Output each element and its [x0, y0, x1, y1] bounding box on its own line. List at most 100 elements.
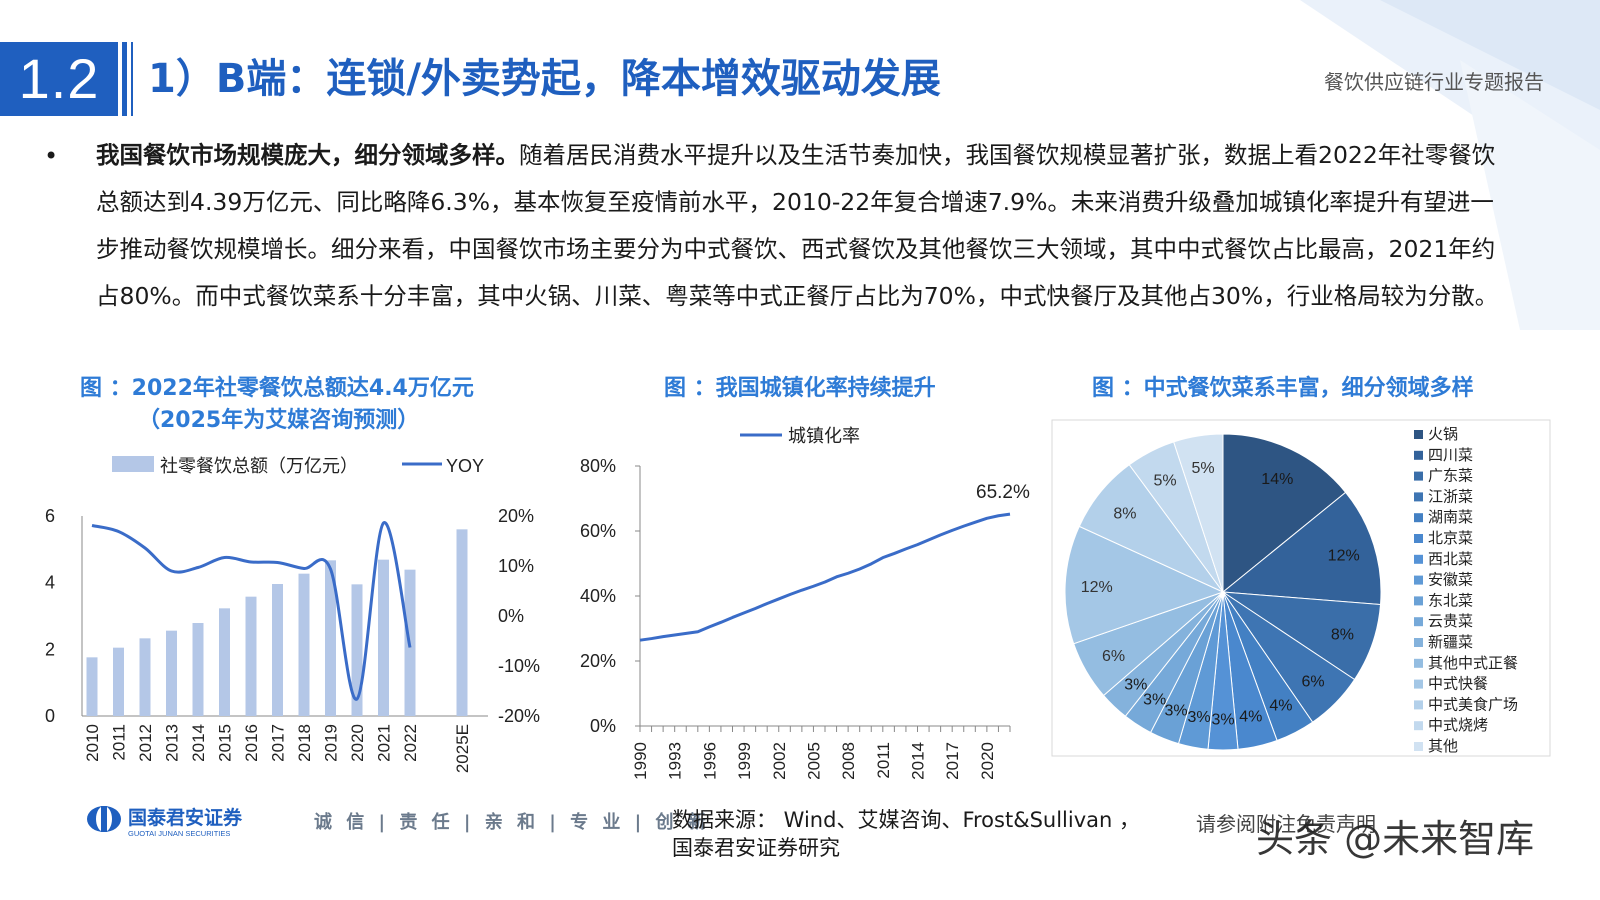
x-tick-label: 2014: [189, 724, 208, 762]
x-tick-label: 2015: [216, 724, 235, 762]
bar: [139, 638, 151, 716]
data-source-line2: 国泰君安证券研究: [672, 836, 840, 860]
legend-swatch: [1414, 638, 1423, 647]
company-slogan: 诚 信 | 责 任 | 亲 和 | 专 业 | 创 新: [314, 812, 710, 833]
report-name: 餐饮供应链行业专题报告: [1324, 70, 1544, 94]
y-tick-label: 0%: [590, 716, 616, 736]
bar: [219, 608, 230, 716]
legend-swatch: [1414, 471, 1423, 481]
pie-data-label: 12%: [1081, 579, 1113, 596]
y-tick-left: 4: [45, 573, 55, 593]
pie-data-label: 12%: [1328, 547, 1360, 564]
y-tick-left: 2: [45, 639, 55, 659]
y-tick-right: 20%: [498, 506, 534, 526]
y-tick-label: 20%: [580, 651, 616, 671]
x-tick-label: 2018: [295, 724, 314, 762]
legend-label: 火锅: [1428, 426, 1458, 443]
chart-urbanization-rate: 城镇化率 0% 20% 40% 60% 80% 1990 1993 1996 1999 2002 20…: [580, 426, 1030, 780]
bar: [113, 647, 124, 716]
legend-swatch: [1414, 554, 1423, 564]
legend-label: 四川菜: [1428, 447, 1473, 464]
data-source: 数据来源： Wind、艾媒咨询、Frost&Sullivan ， 国泰君安证券研…: [672, 806, 1192, 862]
bullet: •: [44, 142, 59, 170]
legend-label: 广东菜: [1428, 468, 1473, 485]
legend-swatch: [1414, 700, 1423, 710]
bar: [325, 560, 336, 716]
legend-label: 云贵菜: [1428, 613, 1473, 630]
y-tick-label: 80%: [580, 456, 616, 476]
legend-label: 中式烧烤: [1428, 717, 1488, 734]
fig1-subtitle: （2025年为艾媒咨询预测）: [138, 408, 420, 433]
legend-swatch: [1414, 721, 1423, 731]
x-tick-label: 1999: [735, 742, 754, 780]
pie-data-label: 6%: [1302, 674, 1325, 691]
pie-data-label: 6%: [1102, 648, 1125, 665]
bar: [192, 623, 204, 716]
fig1-title: 图 ：2022年社零餐饮总额达4.4万亿元: [80, 376, 474, 401]
pie-slice: [1173, 433, 1224, 593]
section-divider: [122, 42, 127, 116]
legend-swatch: [1414, 534, 1423, 543]
legend-swatch: [1414, 492, 1423, 502]
legend-label: 中式快餐: [1428, 676, 1488, 693]
legend-label: 东北菜: [1428, 592, 1473, 609]
logo-subtitle: GUOTAI JUNAN SECURITIES: [128, 829, 230, 838]
legend-swatch: [1414, 513, 1423, 523]
pie-data-label: 3%: [1143, 691, 1166, 708]
y-tick-right: 0%: [498, 606, 524, 626]
x-tick-label: 2019: [322, 724, 341, 762]
legend-swatch: [1414, 596, 1423, 606]
legend-line-label: YOY: [446, 456, 484, 476]
pie-data-label: 8%: [1113, 505, 1136, 522]
x-tick-label: 1993: [666, 742, 685, 780]
pie-data-label: 5%: [1154, 473, 1177, 490]
x-tick-label: 1996: [700, 742, 719, 780]
legend-swatch: [1414, 617, 1423, 627]
bar: [166, 630, 177, 716]
x-tick-label: 2016: [242, 724, 261, 762]
pie-data-label: 4%: [1269, 697, 1292, 714]
legend-label: 安徽菜: [1428, 572, 1473, 589]
x-tick-label: 2020: [348, 724, 367, 762]
legend-swatch: [1414, 742, 1423, 751]
x-tick-label: 2022: [401, 724, 420, 762]
legend-swatch: [1414, 450, 1423, 460]
legend-label: 湖南菜: [1428, 509, 1473, 526]
bar: [298, 573, 310, 716]
section-number: 1.2: [0, 42, 118, 116]
legend-line-label: 城镇化率: [788, 426, 860, 446]
y-tick-right: -20%: [498, 706, 540, 726]
pie-data-label: 4%: [1239, 708, 1262, 725]
section-divider-thin: [131, 42, 133, 116]
x-tick-label: 2013: [163, 724, 182, 762]
y-tick-label: 40%: [580, 586, 616, 606]
x-tick-label: 2025E: [453, 724, 472, 773]
yoy-line: [91, 521, 412, 701]
x-tick-label: 2005: [804, 742, 823, 780]
pie-slice: [1221, 491, 1382, 606]
legend-swatch: [1414, 575, 1423, 585]
disclaimer: 请参阅附注免责声明: [1196, 812, 1376, 836]
x-tick-label: 2008: [839, 742, 858, 780]
legend-label: 北京菜: [1428, 530, 1473, 547]
legend-bar-label: 社零餐饮总额（万亿元）: [160, 456, 358, 476]
y-tick-left: 0: [45, 706, 55, 726]
y-tick-right: -10%: [498, 656, 540, 676]
x-tick-label: 2020: [978, 742, 997, 780]
chart-cuisine-share: 14%12%8%6%4%4%3%3%3%3%3%6%12%8%5%5%火锅四川菜…: [1051, 419, 1551, 757]
logo-name: 国泰君安证券: [128, 806, 243, 829]
company-logo: 国泰君安证券 GUOTAI JUNAN SECURITIES: [87, 806, 243, 838]
legend-label: 中式美食广场: [1428, 696, 1518, 713]
bar: [272, 584, 283, 716]
x-tick-label: 2014: [909, 742, 928, 780]
body-text: 随着居民消费水平提升以及生活节奏加快，我国餐饮规模显著扩张，数据上看2022年社…: [96, 141, 1499, 310]
fig3-title: 图 ：中式餐饮菜系丰富，细分领域多样: [1092, 376, 1474, 401]
x-tick-label: 2017: [269, 724, 288, 762]
bar: [245, 596, 257, 716]
body-paragraph: 我国餐饮市场规模庞大，细分领域多样。随着居民消费水平提升以及生活节奏加快，我国餐…: [96, 132, 1516, 320]
pie-data-label: 3%: [1124, 676, 1147, 693]
pie-data-label: 3%: [1188, 709, 1211, 726]
x-tick-label: 2011: [874, 742, 893, 779]
y-tick-right: 10%: [498, 556, 534, 576]
bar: [456, 529, 468, 716]
